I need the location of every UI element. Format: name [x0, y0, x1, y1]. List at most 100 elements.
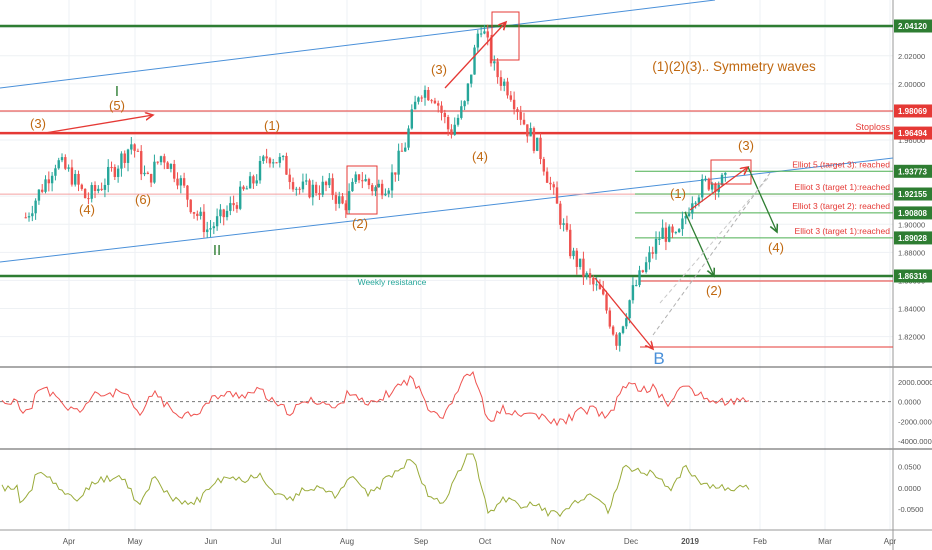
- wave-label: (4): [472, 149, 488, 164]
- candle-body: [569, 229, 572, 257]
- candle-body: [64, 157, 67, 169]
- candle-body: [443, 112, 447, 118]
- candle-body: [377, 183, 381, 188]
- candle-body: [291, 182, 295, 190]
- x-tick-label: Aug: [340, 537, 354, 546]
- candle-body: [90, 185, 93, 199]
- target-label: Elliot 3 (target 2): reached: [792, 201, 890, 211]
- candle-body: [364, 179, 367, 182]
- candle-body: [539, 137, 542, 160]
- candle-body: [631, 285, 635, 301]
- candle-body: [407, 128, 410, 148]
- candle-body: [694, 202, 697, 204]
- candle-body: [235, 205, 239, 209]
- candle-body: [331, 178, 334, 196]
- candle-body: [417, 97, 420, 102]
- candle-body: [278, 156, 282, 163]
- candle-body: [209, 228, 212, 230]
- candle-body: [44, 179, 47, 192]
- candle-body: [450, 129, 453, 135]
- candle-body: [720, 174, 724, 185]
- candle-body: [54, 168, 57, 176]
- candle-body: [598, 284, 602, 290]
- candle-body: [526, 124, 529, 137]
- candle-body: [37, 189, 41, 201]
- candle-body: [423, 89, 427, 98]
- candle-body: [107, 166, 110, 185]
- x-tick-label: Jun: [205, 537, 218, 546]
- candle-body: [116, 168, 120, 177]
- x-tick-label: Sep: [414, 537, 429, 546]
- candle-body: [536, 137, 539, 151]
- candle-body: [338, 196, 341, 204]
- candle-body: [222, 209, 225, 218]
- candle-body: [371, 185, 374, 192]
- candle-body: [618, 332, 621, 346]
- highlight-box: [491, 11, 520, 61]
- wave-label: (6): [135, 192, 151, 207]
- candle-body: [272, 162, 275, 164]
- candle-body: [252, 176, 255, 184]
- price-badge: [894, 206, 932, 220]
- candle-body: [156, 161, 159, 163]
- candle-body: [268, 158, 272, 164]
- candle-body: [516, 109, 519, 112]
- candle-body: [658, 238, 661, 240]
- point-b-label: B: [653, 349, 664, 368]
- candle-body: [328, 178, 331, 186]
- candle-body: [334, 195, 338, 204]
- candle-body: [179, 178, 183, 186]
- candle-body: [126, 149, 130, 163]
- candle-body: [460, 106, 463, 118]
- candle-body: [470, 74, 473, 84]
- weekly-resistance-label: Weekly resistance: [358, 277, 427, 287]
- candle-body: [136, 150, 140, 152]
- x-tick-label: 2019: [681, 537, 699, 546]
- x-tick-label: Nov: [551, 537, 565, 546]
- candle-body: [615, 334, 618, 346]
- candle-body: [163, 156, 166, 163]
- candle-body: [410, 109, 414, 129]
- candle-body: [357, 174, 361, 181]
- dashed-trendline: [652, 172, 771, 336]
- candle-body: [509, 95, 513, 100]
- candle-body: [595, 284, 598, 286]
- price-badge-label: 1.93773: [898, 167, 927, 176]
- candle-body: [430, 100, 433, 102]
- candle-body: [542, 159, 546, 172]
- candle-body: [674, 232, 678, 234]
- candle-body: [176, 178, 179, 186]
- candle-body: [463, 101, 466, 107]
- candle-body: [724, 172, 727, 175]
- candle-body: [67, 167, 70, 169]
- wave-arrow: [444, 22, 506, 89]
- target-label: Elliot 5 (target 3): reached: [792, 159, 890, 169]
- candle-body: [605, 294, 608, 311]
- wave-label: (2): [706, 283, 722, 298]
- candle-body: [311, 184, 315, 198]
- candle-body: [281, 155, 285, 157]
- candle-body: [182, 178, 186, 186]
- osc1-line: [1, 370, 750, 427]
- candle-body: [265, 156, 268, 159]
- candle-body: [565, 223, 569, 230]
- stoploss-label: Stoploss: [855, 122, 890, 132]
- wave-arrow: [689, 167, 748, 211]
- price-tick-label: 1.82000: [898, 333, 925, 342]
- candle-body: [473, 47, 476, 75]
- candle-body: [555, 187, 559, 204]
- candle-body: [661, 227, 664, 239]
- candle-body: [258, 160, 262, 181]
- candle-body: [110, 166, 113, 168]
- candle-body: [367, 179, 371, 186]
- price-badge: [894, 164, 932, 178]
- wave-label: (2): [352, 216, 368, 231]
- candle-body: [232, 203, 235, 206]
- roman-label-i: I: [115, 83, 119, 100]
- candle-body: [384, 193, 387, 196]
- candle-body: [668, 226, 671, 242]
- candle-body: [199, 211, 202, 216]
- candle-body: [582, 258, 585, 277]
- candle-body: [354, 174, 357, 182]
